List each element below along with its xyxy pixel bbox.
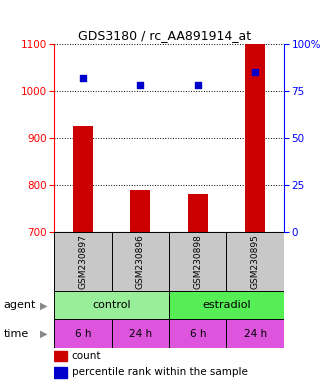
Text: 6 h: 6 h xyxy=(189,328,206,339)
Point xyxy=(138,82,143,88)
Bar xyxy=(54,367,67,377)
Text: agent: agent xyxy=(3,300,36,311)
Bar xyxy=(73,126,93,232)
Point xyxy=(195,82,200,88)
Bar xyxy=(54,319,112,348)
Text: GDS3180 / rc_AA891914_at: GDS3180 / rc_AA891914_at xyxy=(79,29,251,42)
Text: ▶: ▶ xyxy=(40,300,48,311)
Bar xyxy=(188,194,208,232)
Text: time: time xyxy=(3,328,29,339)
Text: estradiol: estradiol xyxy=(202,300,251,311)
Bar xyxy=(54,232,112,291)
Text: count: count xyxy=(72,351,101,361)
Bar xyxy=(226,232,284,291)
Text: ▶: ▶ xyxy=(40,328,48,339)
Bar xyxy=(112,232,169,291)
Bar xyxy=(130,190,150,232)
Bar xyxy=(54,351,67,361)
Text: GSM230896: GSM230896 xyxy=(136,234,145,289)
Text: 24 h: 24 h xyxy=(244,328,267,339)
Point xyxy=(81,74,86,81)
Bar xyxy=(226,319,284,348)
Text: control: control xyxy=(92,300,131,311)
Text: 6 h: 6 h xyxy=(75,328,91,339)
Bar xyxy=(245,44,265,232)
Text: 24 h: 24 h xyxy=(129,328,152,339)
Text: percentile rank within the sample: percentile rank within the sample xyxy=(72,367,248,377)
Bar xyxy=(54,291,169,319)
Bar xyxy=(169,232,226,291)
Bar xyxy=(169,291,284,319)
Text: GSM230895: GSM230895 xyxy=(250,234,260,289)
Text: GSM230898: GSM230898 xyxy=(193,234,202,289)
Bar xyxy=(112,319,169,348)
Text: GSM230897: GSM230897 xyxy=(79,234,88,289)
Point xyxy=(252,69,258,75)
Bar xyxy=(169,319,226,348)
